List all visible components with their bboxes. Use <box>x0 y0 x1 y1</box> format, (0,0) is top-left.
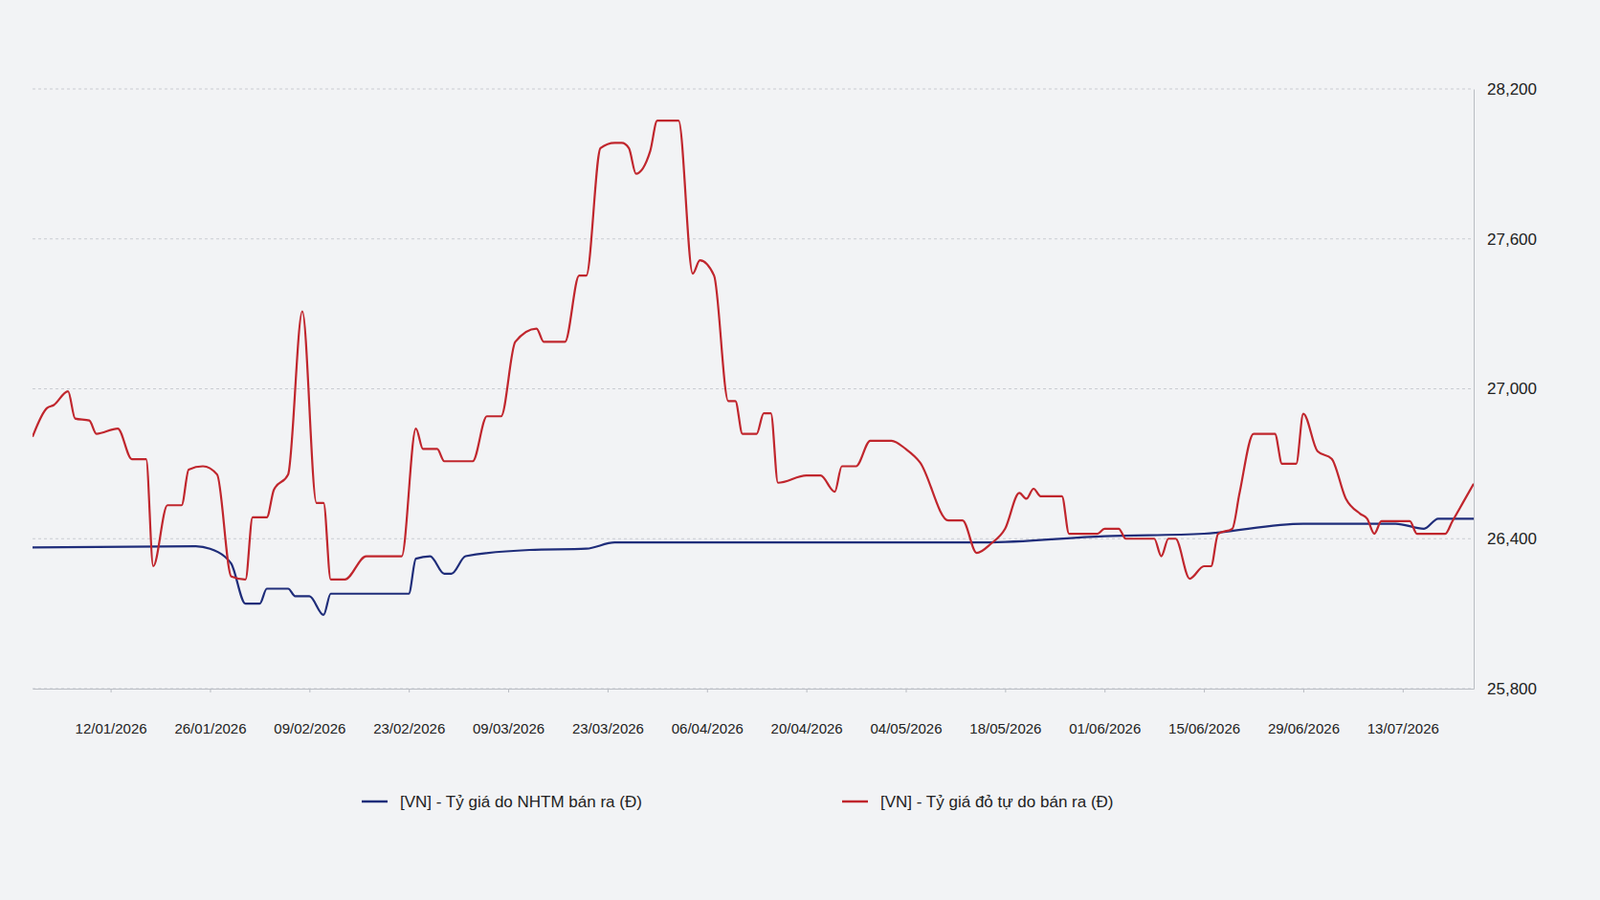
x-tick-label: 01/06/2026 <box>1068 720 1141 737</box>
x-tick-mark <box>1402 688 1404 693</box>
x-axis-line <box>33 688 1475 690</box>
lines <box>32 120 1474 616</box>
x-tick-mark <box>309 688 311 693</box>
x-tick: 06/04/2026 <box>671 688 744 737</box>
legend: [VN] - Tỷ giá do NHTM bán ra (Đ) [VN] - T… <box>361 793 1114 812</box>
x-tick-label: 26/01/2026 <box>174 720 246 737</box>
x-tick: 13/07/2026 <box>1367 688 1440 737</box>
x-tick-mark <box>707 688 709 693</box>
x-tick: 29/06/2026 <box>1267 688 1340 737</box>
x-axis: 12/01/2026 26/01/2026 09/02/2026 23/02/2026… <box>33 688 1475 737</box>
x-tick-label: 18/05/2026 <box>969 720 1042 737</box>
x-tick-label: 09/02/2026 <box>273 720 346 737</box>
x-tick: 12/01/2026 <box>75 688 148 737</box>
x-tick-label: 06/04/2026 <box>671 720 744 737</box>
x-tick: 23/02/2026 <box>373 688 445 737</box>
y-tick: 27,000 <box>1473 379 1537 399</box>
x-tick-mark <box>111 688 112 693</box>
x-tick-label: 12/01/2026 <box>75 720 148 737</box>
x-tick-mark <box>408 688 410 693</box>
series-line <box>32 518 1474 616</box>
x-tick-mark <box>806 688 808 693</box>
legend-item: [VN] - Tỷ giá đỏ tự do bán ra (Đ) <box>842 793 1114 812</box>
x-tick-mark <box>1203 688 1205 693</box>
chart: 12/01/2026 26/01/2026 09/02/2026 23/02/2026… <box>0 0 1600 900</box>
y-tick: 25,800 <box>1473 680 1537 699</box>
x-tick: 15/06/2026 <box>1168 688 1241 737</box>
grid-line <box>32 88 1474 90</box>
x-tick-mark <box>1303 688 1305 693</box>
background <box>0 0 1600 900</box>
x-tick: 20/04/2026 <box>771 688 844 737</box>
legend-swatch <box>361 800 388 804</box>
y-axis-line <box>1473 89 1475 690</box>
legend-label: [VN] - Tỷ giá đỏ tự do bán ra (Đ) <box>880 793 1114 812</box>
grid-line <box>32 388 1474 390</box>
x-tick-mark <box>1004 688 1006 693</box>
x-tick-label: 29/06/2026 <box>1267 720 1340 737</box>
legend-item: [VN] - Tỷ giá do NHTM bán ra (Đ) <box>361 793 643 812</box>
y-tick: 28,200 <box>1473 80 1537 99</box>
grid-line <box>32 688 1474 690</box>
grid-line <box>32 538 1474 540</box>
x-tick: 01/06/2026 <box>1068 688 1141 737</box>
y-tick-label: 26,400 <box>1487 530 1537 549</box>
x-tick: 18/05/2026 <box>969 688 1042 737</box>
x-tick: 23/03/2026 <box>572 688 645 737</box>
legend-label: [VN] - Tỷ giá do NHTM bán ra (Đ) <box>400 793 643 812</box>
x-tick-mark <box>607 688 609 693</box>
x-tick: 26/01/2026 <box>174 688 246 737</box>
y-tick-label: 27,000 <box>1487 379 1537 399</box>
x-tick-mark <box>1104 688 1106 693</box>
x-tick-mark <box>906 688 908 693</box>
x-tick-label: 23/03/2026 <box>572 720 645 737</box>
y-tick-label: 28,200 <box>1487 80 1537 99</box>
x-tick-label: 20/04/2026 <box>771 720 844 737</box>
x-tick: 09/03/2026 <box>472 688 545 737</box>
x-tick-label: 04/05/2026 <box>869 720 942 737</box>
y-tick: 26,400 <box>1473 530 1537 549</box>
x-tick-mark <box>209 688 211 693</box>
grid <box>32 88 1474 689</box>
x-tick: 04/05/2026 <box>869 688 942 737</box>
y-axis: 25,800 26,400 27,000 27,600 28,200 <box>1473 80 1537 699</box>
x-tick-label: 15/06/2026 <box>1168 720 1241 737</box>
grid-line <box>32 238 1474 240</box>
y-tick-label: 27,600 <box>1487 230 1537 249</box>
x-tick-mark <box>508 688 510 693</box>
x-tick-label: 09/03/2026 <box>472 720 545 737</box>
x-tick-label: 13/07/2026 <box>1367 720 1440 737</box>
series-line <box>32 120 1474 580</box>
x-tick-label: 23/02/2026 <box>373 720 445 737</box>
y-tick-label: 25,800 <box>1487 680 1537 699</box>
x-tick: 09/02/2026 <box>273 688 346 737</box>
legend-swatch <box>842 800 868 804</box>
y-tick: 27,600 <box>1473 230 1537 249</box>
